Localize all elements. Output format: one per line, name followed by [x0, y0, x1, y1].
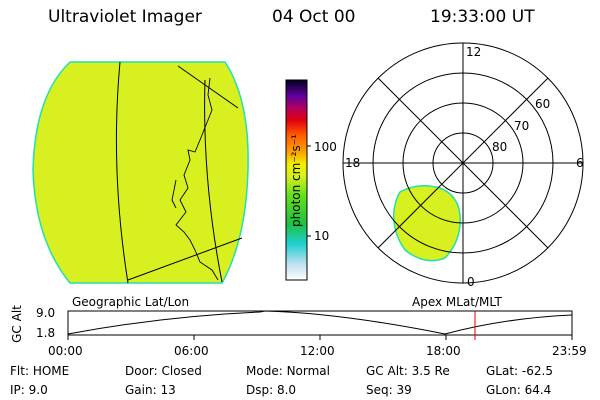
lat-label-70: 70 [514, 119, 530, 133]
meridian-line [204, 79, 223, 283]
status-door: Door: Closed [125, 364, 202, 378]
mlt-label-0: 0 [467, 275, 475, 289]
time-label: 19:33:00 UT [430, 7, 535, 27]
date-label: 04 Oct 00 [272, 7, 356, 27]
status-mode: Mode: Normal [246, 364, 330, 378]
status-seq: Seq: 39 [366, 383, 412, 397]
altitude-curve [67, 310, 573, 335]
mlt-label-12: 12 [466, 45, 482, 59]
coastline [175, 77, 219, 281]
lat-label-80: 80 [492, 140, 508, 154]
lat-label-60: 60 [535, 97, 551, 111]
altitude-xtick: 00:00 [48, 344, 83, 358]
altitude-ytick-min: 1.8 [36, 326, 56, 340]
geographic-panel-label: Geographic Lat/Lon [72, 295, 190, 309]
status-flight: Flt: HOME [10, 364, 70, 378]
mlt-label-18: 18 [345, 156, 361, 170]
parallel-line [177, 65, 239, 109]
meridian-line [115, 61, 129, 284]
geographic-image [32, 61, 249, 284]
auroral-oval [392, 185, 461, 262]
status-ip: IP: 9.0 [10, 383, 48, 397]
status-gain: Gain: 13 [125, 383, 176, 397]
apex-panel-label: Apex MLat/MLT [412, 295, 502, 309]
colorbar-tick-10: 10 [314, 229, 330, 243]
altitude-xtick: 12:00 [300, 344, 335, 358]
status-glon: GLon: 64.4 [486, 383, 552, 397]
altitude-ytick-max: 9.0 [36, 306, 56, 320]
colorbar [285, 79, 311, 281]
polar-plot [342, 42, 584, 284]
status-glat: GLat: -62.5 [486, 364, 553, 378]
status-dsp: Dsp: 8.0 [246, 383, 297, 397]
colorbar-units: photon cm⁻²s⁻¹ [289, 134, 303, 227]
status-gc-alt: GC Alt: 3.5 Re [366, 364, 450, 378]
altitude-plot [67, 310, 573, 340]
altitude-ylabel: GC Alt [10, 305, 24, 343]
altitude-xtick: 18:00 [426, 344, 461, 358]
colorbar-tick-100: 100 [314, 140, 337, 154]
mlt-label-6: 6 [576, 156, 584, 170]
altitude-xtick: 06:00 [174, 344, 209, 358]
parallel-line [127, 237, 243, 281]
instrument-title: Ultraviolet Imager [48, 7, 202, 27]
altitude-xtick: 23:59 [552, 344, 587, 358]
